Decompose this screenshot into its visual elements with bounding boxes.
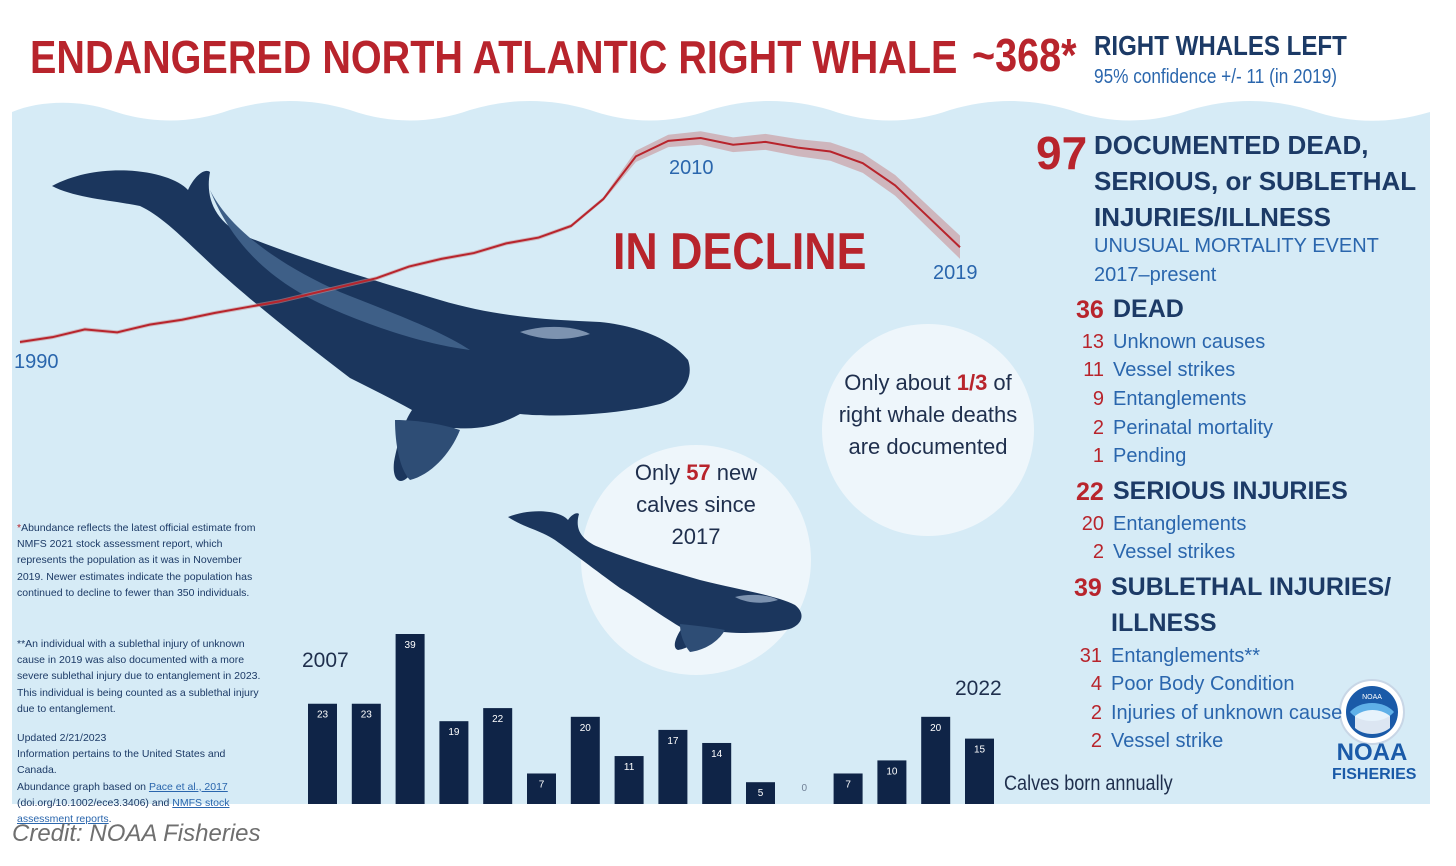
item-count: 31 xyxy=(1079,645,1102,667)
calves-bar-value-label: 23 xyxy=(361,710,373,721)
calves-bar-value-label: 0 xyxy=(802,783,808,794)
category-number: 22 xyxy=(1076,478,1104,506)
item-label: Poor Body Condition xyxy=(1111,673,1295,695)
item-label: Unknown causes xyxy=(1113,331,1266,353)
item-count: 1 xyxy=(1092,445,1104,467)
calves-bar-value-label: 10 xyxy=(886,766,898,777)
line-year-label-mid: 2010 xyxy=(669,157,714,179)
calves-bar xyxy=(702,742,732,804)
calves-bar-value-label: 15 xyxy=(974,745,986,756)
stock-report-link[interactable]: NMFS stock assessment reports xyxy=(17,796,230,826)
calves-bar-value-label: 22 xyxy=(492,714,504,725)
calves-bar-value-label: 7 xyxy=(539,779,545,790)
bar-chart-title: Calves born annually xyxy=(1004,772,1173,795)
calves-bar xyxy=(351,703,381,804)
item-count: 9 xyxy=(1092,388,1104,410)
calves-bar xyxy=(658,729,688,804)
deaths-bubble xyxy=(822,324,1034,536)
calves-bar-value-label: 17 xyxy=(667,736,679,747)
whale-count: ~368* xyxy=(972,29,1077,81)
item-count: 2 xyxy=(1092,417,1104,439)
calves-bar-value-label: 20 xyxy=(580,723,592,734)
calves-bar-value-label: 19 xyxy=(448,727,460,738)
footnote-abundance: *Abundance reflects the latest official … xyxy=(17,522,256,599)
category-number: 39 xyxy=(1074,574,1102,602)
item-count: 2 xyxy=(1090,702,1102,724)
item-label: Vessel strikes xyxy=(1113,359,1236,381)
footnote-sublethal: **An individual with a sublethal injury … xyxy=(17,638,261,715)
whale-count-label: RIGHT WHALES LEFT xyxy=(1094,30,1347,61)
calves-bubble-text: Only 57 new calves since 2017 xyxy=(634,460,758,549)
category-label: DEAD xyxy=(1113,295,1184,323)
item-count: 20 xyxy=(1081,513,1104,535)
calves-bar xyxy=(527,773,556,804)
category-label: SERIOUS INJURIES xyxy=(1113,477,1348,505)
right-whale-illustration xyxy=(52,170,690,481)
calves-bar xyxy=(965,738,994,804)
calves-bar xyxy=(395,634,425,804)
item-count: 2 xyxy=(1092,541,1104,563)
calves-bar-value-label: 23 xyxy=(317,710,329,721)
calves-bar-value-label: 39 xyxy=(405,640,417,651)
calves-bar-value-label: 14 xyxy=(711,749,723,760)
item-label: Vessel strike xyxy=(1111,730,1224,752)
footnote-updated: Updated 2/21/2023 Information pertains t… xyxy=(17,732,230,826)
item-label: Perinatal mortality xyxy=(1113,417,1274,439)
calves-bar xyxy=(483,708,513,804)
line-year-label-start: 1990 xyxy=(14,351,59,373)
noaa-logo-emblem-text: NOAA xyxy=(1362,694,1382,701)
page-title: ENDANGERED NORTH ATLANTIC RIGHT WHALE xyxy=(30,31,958,83)
category-label: SUBLETHAL INJURIES/ ILLNESS xyxy=(1111,573,1392,637)
calves-bar xyxy=(308,703,337,804)
total-incidents-label: DOCUMENTED DEAD, SERIOUS, or SUBLETHAL I… xyxy=(1094,130,1416,232)
image-credit: Credit: NOAA Fisheries xyxy=(12,820,261,847)
line-year-label-end: 2019 xyxy=(933,262,978,284)
calf-whale-illustration xyxy=(508,511,802,652)
decline-label: IN DECLINE xyxy=(613,223,867,281)
calves-bar-value-label: 7 xyxy=(845,779,851,790)
item-count: 2 xyxy=(1090,730,1102,752)
pace-link[interactable]: Pace et al., 2017 xyxy=(148,780,228,793)
calves-bar-value-label: 5 xyxy=(758,788,764,799)
ume-label: UNUSUAL MORTALITY EVENT 2017–present xyxy=(1094,235,1379,286)
calves-bar xyxy=(877,760,907,804)
category-number: 36 xyxy=(1076,296,1104,324)
abundance-line xyxy=(19,136,961,343)
item-label: Entanglements xyxy=(1113,388,1247,410)
item-label: Entanglements xyxy=(1113,513,1247,535)
bar-year-label-start: 2007 xyxy=(302,649,349,672)
item-label: Injuries of unknown cause xyxy=(1111,702,1343,724)
total-incidents-number: 97 xyxy=(1036,127,1088,179)
bar-year-label-end: 2022 xyxy=(955,677,1002,700)
item-label: Vessel strikes xyxy=(1113,541,1236,563)
item-count: 13 xyxy=(1081,331,1104,353)
noaa-logo-icon: NOAA xyxy=(1339,679,1405,745)
calves-bar xyxy=(833,773,863,804)
calves-bar xyxy=(439,721,469,804)
calves-bar-value-label: 20 xyxy=(930,723,942,734)
calves-bar xyxy=(570,716,600,804)
deaths-bubble-text: Only about 1/3 of right whale deaths are… xyxy=(838,370,1018,459)
calves-bar xyxy=(921,716,951,804)
calves-bar xyxy=(614,756,644,804)
item-count: 4 xyxy=(1090,673,1102,695)
calves-bar xyxy=(746,782,775,804)
item-label: Entanglements** xyxy=(1111,645,1260,667)
whale-count-note: 95% confidence +/- 11 (in 2019) xyxy=(1094,66,1338,88)
noaa-fisheries-logo: NOAA FISHERIES xyxy=(1332,739,1417,784)
item-count: 11 xyxy=(1083,359,1104,381)
item-label: Pending xyxy=(1113,445,1187,467)
calves-bar-value-label: 11 xyxy=(624,762,635,773)
